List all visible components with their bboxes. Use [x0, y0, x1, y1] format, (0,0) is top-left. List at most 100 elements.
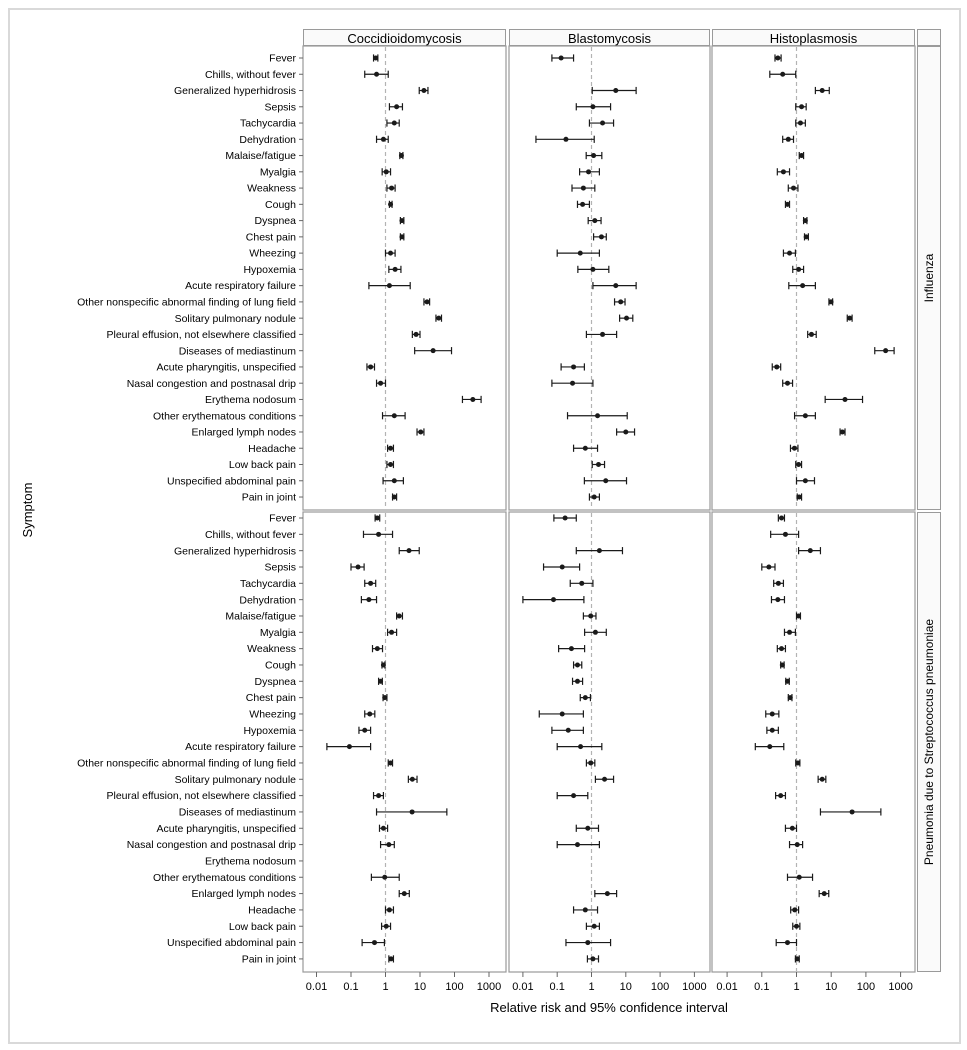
- ci-marker: [418, 86, 429, 95]
- ci-marker: [588, 119, 615, 127]
- symptom-label: Acute respiratory failure: [185, 741, 296, 753]
- ci-marker: [388, 200, 394, 208]
- ci-marker: [377, 677, 384, 685]
- ci-marker: [398, 547, 420, 555]
- ci-marker: [374, 514, 381, 522]
- symptom-label: Cough: [265, 199, 296, 211]
- symptom-labels: Fever Chills, without fever Generalized hy…: [77, 53, 296, 966]
- symptom-label: Other erythematous conditions: [153, 410, 296, 422]
- ci-marker: [391, 493, 398, 501]
- symptom-label: Hypoxemia: [243, 725, 296, 737]
- ci-marker: [364, 70, 389, 78]
- ci-marker: [522, 596, 585, 604]
- ci-marker: [594, 889, 618, 898]
- symptom-label: Chills, without fever: [205, 69, 297, 81]
- ci-marker: [566, 412, 628, 420]
- x-tick-label: 0.01: [306, 981, 327, 993]
- ci-marker: [370, 873, 400, 881]
- ci-marker: [787, 184, 799, 192]
- ci-marker: [792, 265, 805, 273]
- symptom-label: Dyspnea: [255, 676, 297, 688]
- panel-influenza-blastomycosis: [508, 45, 711, 511]
- x-tick-label: 1000: [888, 981, 912, 993]
- symptom-label: Acute pharyngitis, unspecified: [157, 362, 297, 374]
- ci-marker: [585, 151, 603, 160]
- row-strip-influenza: [917, 46, 941, 510]
- ci-marker: [795, 612, 802, 620]
- panel-pneumonia-blastomycosis: [508, 511, 711, 973]
- symptom-label: Sepsis: [264, 562, 296, 574]
- ci-marker: [551, 54, 575, 62]
- ci-marker: [572, 661, 583, 669]
- row-strip-pneumonia: [917, 512, 941, 972]
- ci-marker: [572, 444, 599, 452]
- ci-marker: [358, 726, 372, 734]
- x-axis-title: Relative risk and 95% confidence interva…: [490, 1000, 728, 1015]
- ci-marker: [556, 792, 589, 800]
- x-tick-label: 0.01: [512, 981, 533, 993]
- ci-marker: [839, 428, 846, 436]
- ci-marker: [558, 645, 586, 653]
- ci-marker: [379, 841, 395, 849]
- ci-marker: [386, 184, 396, 192]
- x-tick-label: 0.01: [716, 981, 737, 993]
- ci-marker: [784, 824, 798, 832]
- x-tick-label: 10: [414, 981, 426, 993]
- figure-border: [8, 8, 961, 1044]
- symptom-label: Malaise/fatigue: [225, 611, 296, 623]
- ci-marker: [824, 395, 864, 404]
- symptom-label: Acute respiratory failure: [185, 280, 296, 292]
- ci-marker: [773, 579, 785, 587]
- x-tick-label: 0.1: [550, 981, 565, 993]
- symptom-label: Hypoxemia: [243, 264, 296, 276]
- ci-marker: [794, 955, 800, 963]
- ci-marker: [775, 792, 787, 800]
- ci-marker: [787, 694, 793, 702]
- ci-marker: [788, 841, 804, 849]
- ci-marker: [795, 119, 806, 127]
- ci-marker: [585, 330, 618, 339]
- symptom-label: Chest pain: [246, 692, 296, 704]
- ci-marker: [616, 428, 636, 436]
- ci-marker: [399, 217, 405, 225]
- symptom-label: Diseases of mediastinum: [179, 345, 297, 357]
- ci-marker: [396, 612, 404, 620]
- symptom-label: Erythema nodosum: [205, 394, 296, 406]
- symptom-label: Diseases of mediastinum: [179, 807, 297, 819]
- ci-marker: [770, 596, 786, 604]
- ci-marker: [382, 477, 404, 485]
- ci-marker: [375, 379, 387, 387]
- ci-marker: [368, 282, 411, 290]
- ci-marker: [378, 824, 389, 832]
- ci-marker: [761, 563, 776, 571]
- ci-marker: [803, 233, 809, 241]
- symptom-label: Nasal congestion and postnasal drip: [127, 378, 296, 390]
- ci-marker: [556, 743, 603, 751]
- symptom-label: Pain in joint: [242, 492, 296, 504]
- ci-marker: [776, 168, 791, 176]
- column-header-coccidioidomycosis: Coccidioidomycosis: [303, 29, 506, 46]
- ci-marker: [765, 710, 780, 718]
- symptom-label: Headache: [248, 443, 296, 455]
- symptom-label: Other erythematous conditions: [153, 872, 296, 884]
- ci-marker: [414, 347, 453, 355]
- ci-marker: [782, 249, 797, 257]
- symptom-label: Enlarged lymph nodes: [192, 888, 296, 900]
- strip-corner-cell: [917, 29, 941, 46]
- ci-marker: [784, 677, 790, 685]
- ci-marker: [386, 628, 398, 636]
- ci-marker: [556, 249, 601, 257]
- ci-marker: [802, 217, 808, 225]
- ci-marker: [774, 54, 782, 62]
- symptom-label: Unspecified abdominal pain: [167, 475, 296, 487]
- ci-marker: [782, 379, 794, 387]
- ci-marker: [575, 547, 624, 555]
- x-tick-label: 0.1: [754, 981, 769, 993]
- symptom-label: Weakness: [247, 183, 296, 195]
- symptom-label: Solitary pulmonary nodule: [175, 774, 297, 786]
- ci-marker: [586, 955, 600, 963]
- ci-marker: [786, 873, 814, 881]
- symptom-label: Dehydration: [239, 594, 296, 606]
- ci-marker: [874, 347, 895, 355]
- ci-marker: [592, 233, 607, 241]
